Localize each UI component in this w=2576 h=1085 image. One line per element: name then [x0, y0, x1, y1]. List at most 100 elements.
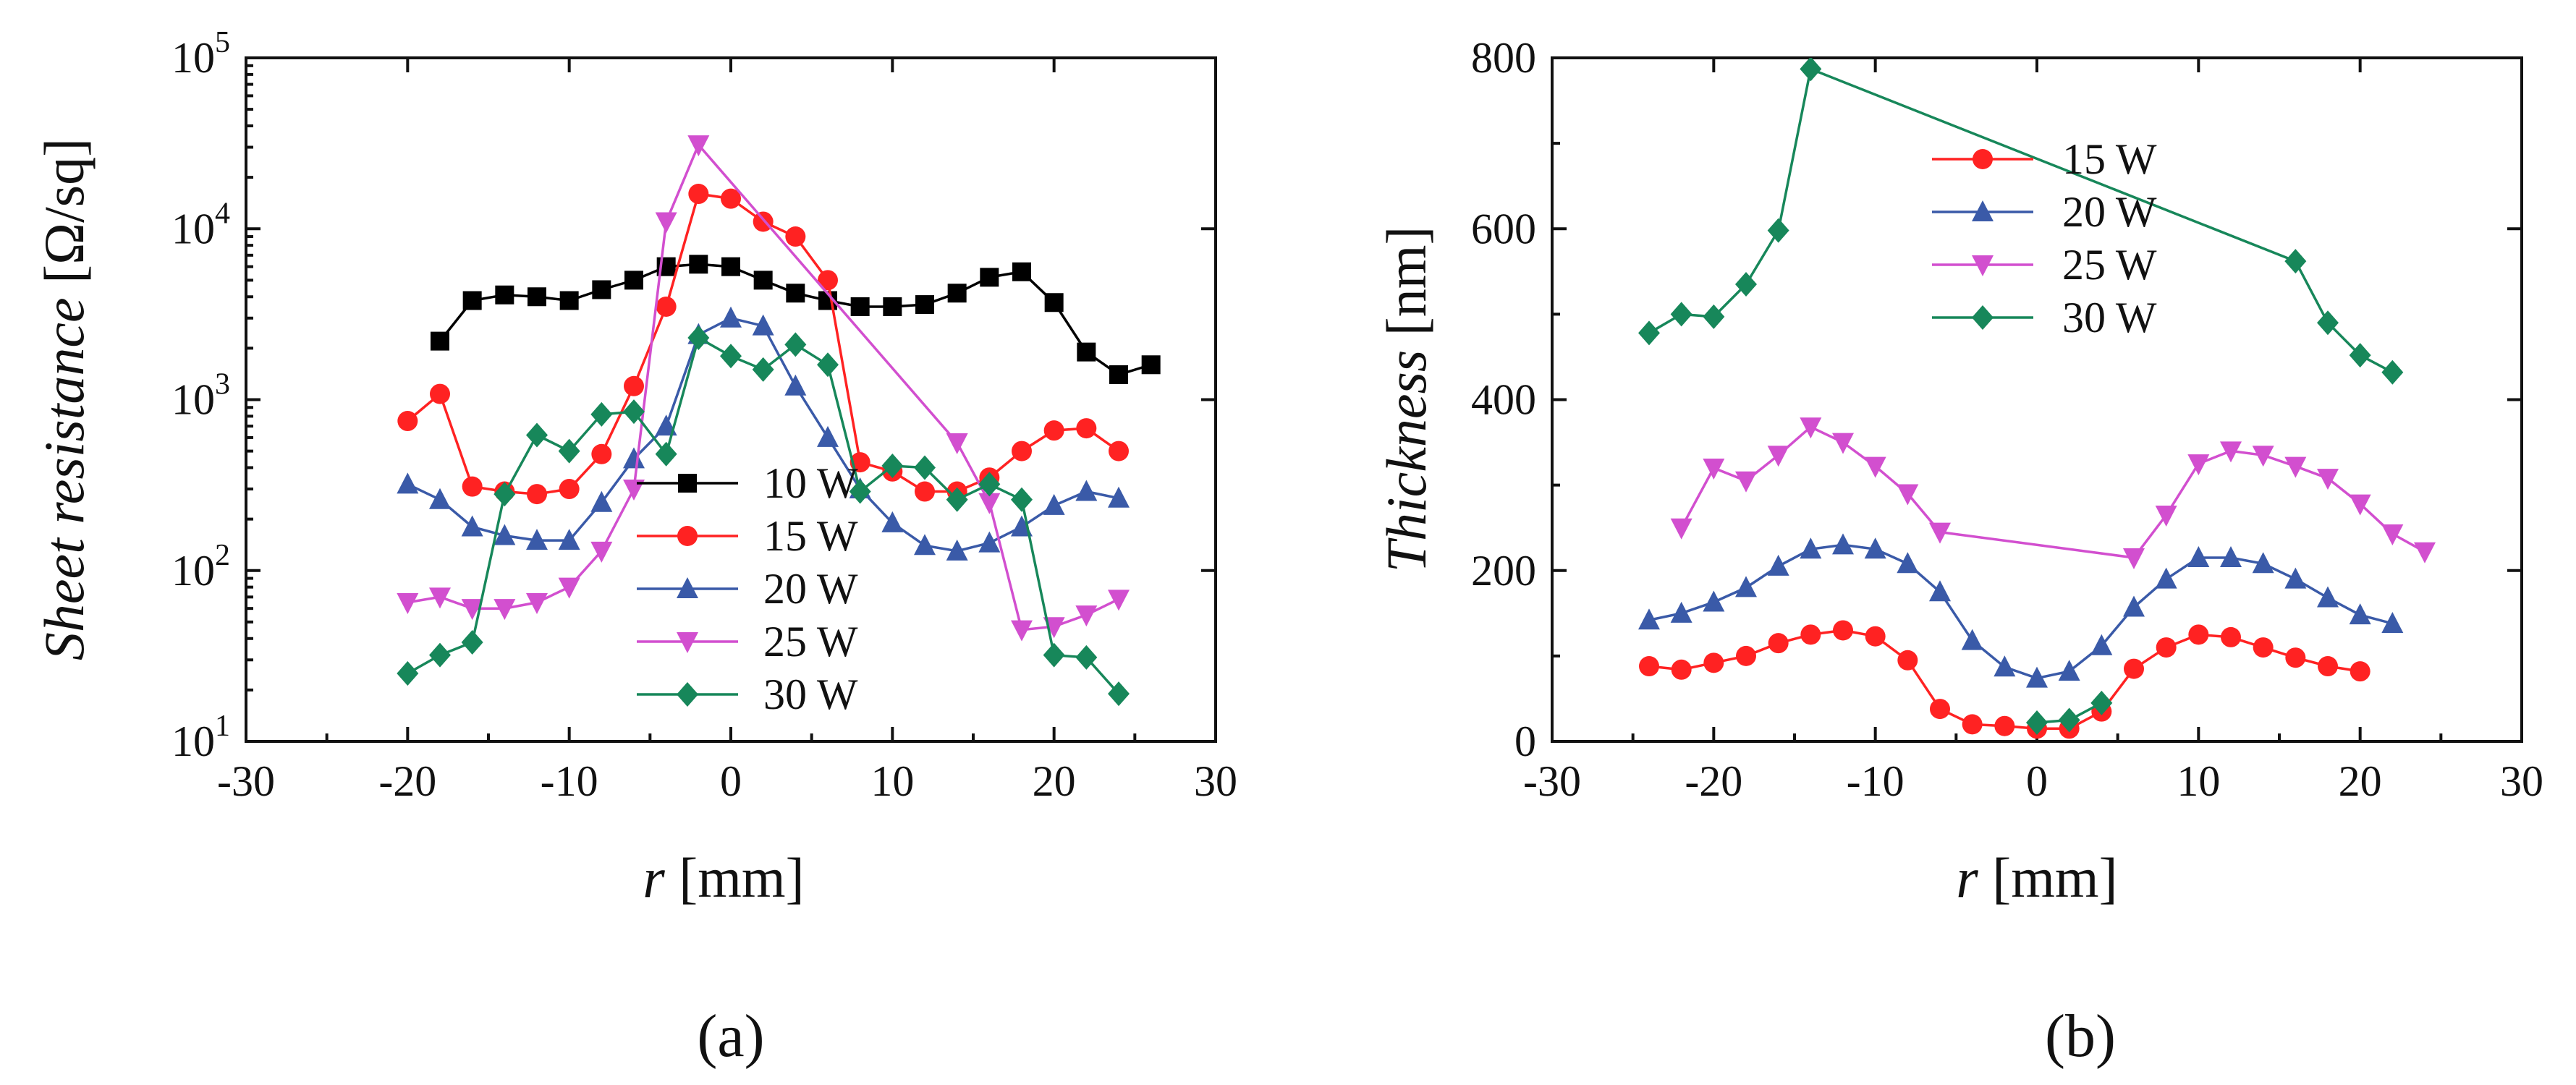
- series-line-25-w: [407, 142, 1119, 631]
- data-point-20-w: [817, 425, 839, 447]
- y-tick-label: 103: [171, 368, 230, 424]
- data-point-10-w: [1109, 365, 1128, 384]
- data-point-15-w: [2350, 661, 2370, 682]
- plot-frame: [245, 56, 1217, 743]
- data-point-15-w: [688, 184, 709, 205]
- data-point-20-w: [2026, 666, 2048, 688]
- legend-marker-30-w: [1972, 305, 1994, 330]
- data-point-20-w: [1043, 493, 1065, 515]
- x-tick-label: 0: [2026, 757, 2048, 805]
- data-point-25-w: [2284, 456, 2307, 478]
- data-point-15-w: [785, 226, 806, 247]
- legend: 10 W 15 W 20 W 25 W 30 W: [637, 459, 858, 718]
- data-point-20-w: [784, 374, 807, 396]
- data-point-15-w: [1930, 699, 1950, 720]
- data-point-10-w: [462, 291, 482, 310]
- data-point-20-w: [2090, 634, 2113, 655]
- panel-label: (b): [2045, 1003, 2116, 1070]
- data-point-30-w: [1767, 218, 1789, 243]
- data-point-30-w: [2349, 343, 2371, 368]
- y-tick-label: 105: [171, 26, 230, 82]
- data-point-25-w: [2123, 548, 2145, 570]
- data-point-25-w: [946, 433, 968, 454]
- data-point-15-w: [2156, 637, 2177, 658]
- x-tick-label: 10: [2177, 757, 2220, 805]
- data-point-30-w: [914, 455, 936, 480]
- data-point-15-w: [1043, 420, 1064, 441]
- x-tick-label: 30: [1194, 757, 1237, 805]
- data-point-30-w: [687, 326, 710, 351]
- data-point-20-w: [1735, 576, 1757, 597]
- data-point-30-w: [590, 401, 613, 427]
- data-point-20-w: [1961, 629, 1983, 650]
- data-point-20-w: [2284, 567, 2307, 589]
- legend-label-20-w: 20 W: [2062, 188, 2157, 236]
- x-tick-label: -20: [378, 757, 436, 805]
- data-point-20-w: [2252, 552, 2274, 574]
- data-point-30-w: [1800, 58, 1822, 82]
- data-point-15-w: [915, 481, 935, 502]
- data-point-15-w: [1639, 656, 1659, 677]
- chart-panel-b: -30 -20 -10 0 10 20 30 0 200 400 600 800 15 W 20 W 25 …: [1375, 34, 2543, 1070]
- y-tick-label: 104: [171, 197, 230, 252]
- data-point-30-w: [1075, 644, 1098, 670]
- data-point-20-w: [752, 314, 774, 336]
- y-tick-label: 102: [171, 539, 230, 595]
- data-point-10-w: [1012, 262, 1031, 281]
- legend-label-25-w: 25 W: [2062, 241, 2157, 289]
- data-point-10-w: [980, 268, 999, 287]
- data-point-10-w: [689, 255, 708, 274]
- data-point-10-w: [883, 297, 902, 316]
- data-point-20-w: [2123, 595, 2145, 617]
- data-point-20-w: [1864, 537, 1886, 559]
- data-point-20-w: [623, 447, 645, 469]
- data-point-30-w-center: [2090, 690, 2113, 715]
- data-point-30-w: [526, 422, 548, 448]
- data-point-25-w: [623, 480, 645, 501]
- data-point-15-w: [1671, 659, 1692, 680]
- data-point-25-w: [1108, 590, 1130, 611]
- y-tick-label: 600: [1471, 205, 1536, 252]
- data-point-20-w: [1670, 601, 1692, 623]
- data-point-25-w: [558, 577, 580, 599]
- data-point-25-w: [1011, 620, 1033, 642]
- data-point-20-w: [590, 490, 613, 512]
- legend-label-30-w: 30 W: [763, 671, 858, 718]
- data-point-30-w: [1043, 642, 1065, 668]
- data-point-30-w: [2317, 310, 2339, 336]
- data-point-25-w: [2252, 446, 2274, 467]
- data-point-25-w: [493, 599, 516, 621]
- data-point-30-w: [946, 487, 968, 512]
- series-line-20-w: [1648, 543, 2393, 680]
- data-point-20-w: [1767, 554, 1789, 576]
- data-point-10-w: [850, 297, 870, 316]
- data-point-30-w: [720, 344, 742, 369]
- data-point-25-w: [461, 599, 483, 621]
- data-point-10-w: [1044, 293, 1064, 312]
- data-point-15-w: [430, 383, 450, 404]
- plot-area: [397, 135, 1161, 707]
- data-point-25-w: [590, 541, 613, 563]
- data-point-30-w: [881, 453, 904, 478]
- data-point-25-w: [1800, 417, 1822, 439]
- data-point-20-w: [2220, 546, 2242, 568]
- data-point-15-w: [1736, 645, 1756, 666]
- data-point-25-w: [687, 135, 710, 157]
- x-tick-label: 20: [1033, 757, 1076, 805]
- legend-marker-10-w: [678, 474, 697, 493]
- x-tick-label: 30: [2500, 757, 2543, 805]
- y-tick-label: 400: [1471, 376, 1536, 424]
- data-point-30-w: [2284, 249, 2307, 274]
- data-point-30-w: [623, 399, 645, 425]
- data-point-10-w: [1141, 355, 1161, 375]
- y-tick-label: 200: [1471, 547, 1536, 595]
- panel-label: (a): [697, 1003, 764, 1070]
- data-point-10-w: [947, 284, 967, 303]
- data-point-25-w: [978, 493, 1001, 514]
- data-point-30-w-center: [2026, 710, 2048, 736]
- data-point-30-w: [397, 660, 419, 686]
- data-point-25-w: [655, 212, 677, 234]
- data-point-30-w: [1703, 304, 1725, 329]
- legend-label-15-w: 15 W: [763, 512, 858, 560]
- data-point-15-w: [818, 270, 838, 291]
